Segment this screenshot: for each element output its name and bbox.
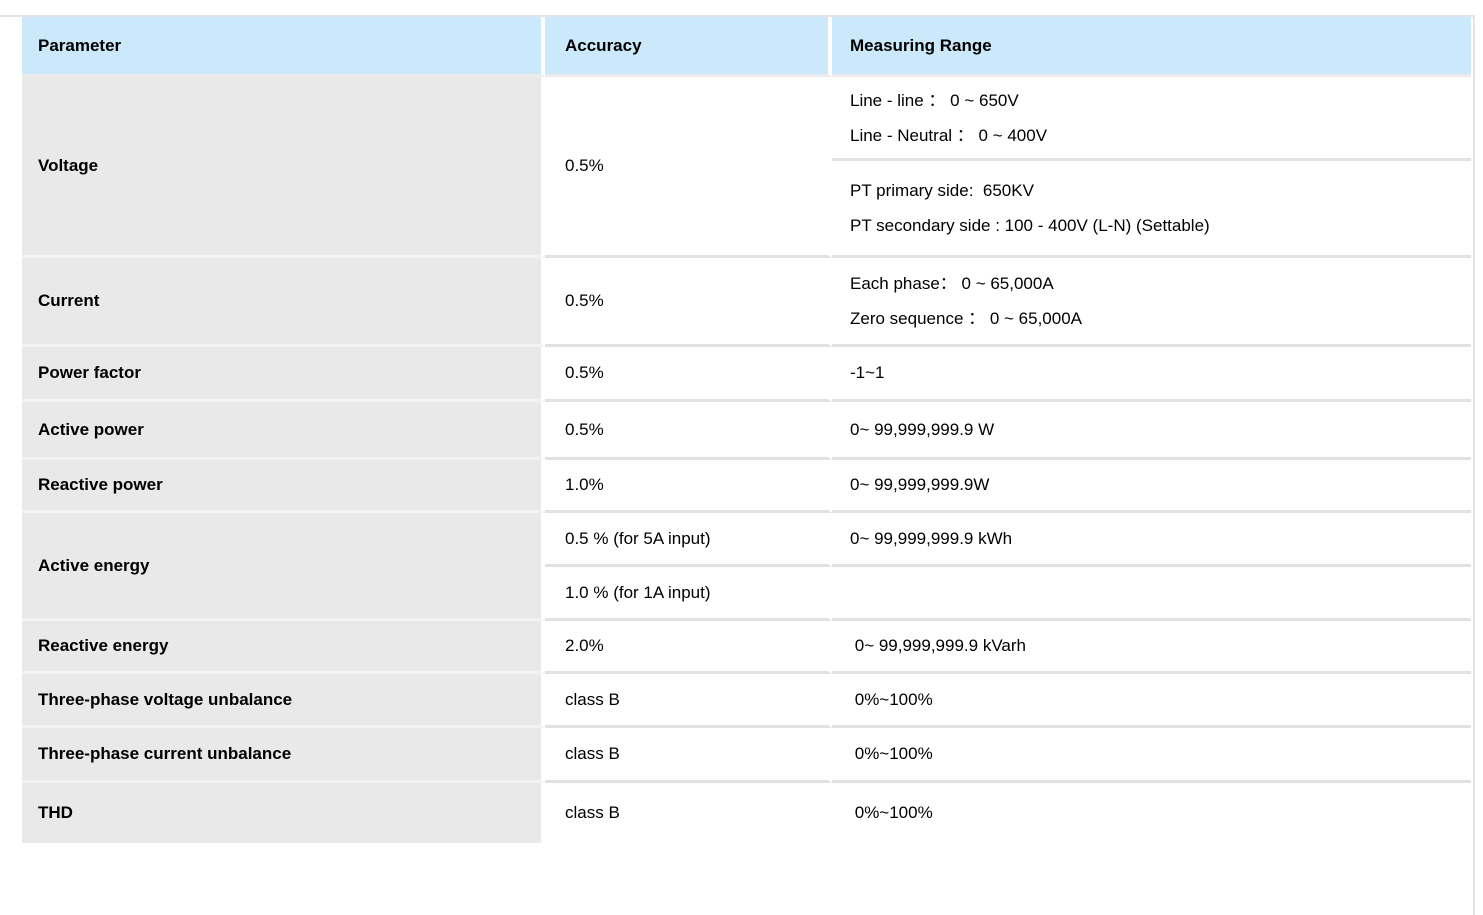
reactive-energy-range-cell: 0~ 99,999,999.9 kVarh	[832, 621, 1471, 674]
reactive-energy-range-value: 0~ 99,999,999.9 kVarh	[850, 636, 1026, 655]
active-energy-accuracy-5a-cell: 0.5 % (for 5A input)	[545, 513, 832, 567]
thd-range-value: 0%~100%	[850, 803, 933, 822]
voltage-range-line-cell: Line - line ： 0 ~ 650V Line - Neutral ： …	[832, 77, 1471, 161]
active-power-range-cell: 0~ 99,999,999.9 W	[832, 402, 1471, 460]
voltage-range-pt-cell: PT primary side: 650KV PT secondary side…	[832, 161, 1471, 258]
reactive-power-parameter-cell: Reactive power	[22, 460, 545, 513]
current-range-cell: Each phase： 0 ~ 65,000A Zero sequence ： …	[832, 258, 1471, 347]
table-header-row: Parameter Accuracy Measuring Range	[22, 17, 1471, 77]
current-accuracy-cell: 0.5%	[545, 258, 832, 347]
row-current: Current 0.5% Each phase： 0 ~ 65,000A Zer…	[22, 258, 1471, 347]
reactive-energy-parameter-cell: Reactive energy	[22, 621, 545, 674]
current-unbalance-accuracy-cell: class B	[545, 728, 832, 783]
row-voltage-unbalance: Three-phase voltage unbalance class B 0%…	[22, 674, 1471, 728]
row-active-energy-5a: Active energy 0.5 % (for 5A input) 0~ 99…	[22, 513, 1471, 621]
row-current-unbalance: Three-phase current unbalance class B 0%…	[22, 728, 1471, 783]
header-accuracy: Accuracy	[545, 17, 832, 77]
header-parameter: Parameter	[22, 17, 545, 77]
active-energy-parameter-cell: Active energy	[22, 513, 545, 621]
row-active-power: Active power 0.5% 0~ 99,999,999.9 W	[22, 402, 1471, 460]
power-factor-range-value: -1~1	[850, 363, 885, 382]
reactive-power-accuracy-cell: 1.0%	[545, 460, 832, 513]
header-measuring-range: Measuring Range	[832, 17, 1471, 77]
voltage-unbalance-accuracy-cell: class B	[545, 674, 832, 728]
row-voltage-line: Voltage 0.5% Line - line ： 0 ~ 650V Line…	[22, 77, 1471, 258]
row-power-factor: Power factor 0.5% -1~1	[22, 347, 1471, 402]
active-power-parameter-cell: Active power	[22, 402, 545, 460]
row-active-energy-1a: 1.0 % (for 1A input)	[22, 567, 1471, 621]
active-energy-range-empty-cell	[832, 567, 1471, 621]
current-unbalance-parameter-cell: Three-phase current unbalance	[22, 728, 545, 783]
row-voltage-pt: PT primary side: 650KV PT secondary side…	[22, 161, 1471, 258]
voltage-accuracy-cell: 0.5%	[545, 77, 832, 258]
active-power-accuracy-cell: 0.5%	[545, 402, 832, 460]
row-reactive-energy: Reactive energy 2.0% 0~ 99,999,999.9 kVa…	[22, 621, 1471, 674]
voltage-unbalance-range-value: 0%~100%	[850, 689, 933, 709]
thd-accuracy-cell: class B	[545, 783, 832, 843]
reactive-power-range-value: 0~ 99,999,999.9W	[850, 475, 990, 494]
active-energy-range-cell: 0~ 99,999,999.9 kWh	[832, 513, 1471, 567]
voltage-unbalance-range-cell: 0%~100%	[832, 674, 1471, 728]
active-power-range-value: 0~ 99,999,999.9 W	[850, 419, 995, 439]
voltage-range-line-neutral: Line - Neutral ： 0 ~ 400V	[850, 125, 1048, 145]
power-factor-parameter-cell: Power factor	[22, 347, 545, 402]
current-unbalance-range-cell: 0%~100%	[832, 728, 1471, 783]
current-unbalance-range-value: 0%~100%	[850, 744, 933, 763]
row-reactive-power: Reactive power 1.0% 0~ 99,999,999.9W	[22, 460, 1471, 513]
active-energy-accuracy-1a-cell: 1.0 % (for 1A input)	[545, 567, 832, 621]
current-parameter-cell: Current	[22, 258, 545, 347]
thd-range-cell: 0%~100%	[832, 783, 1471, 843]
spec-table: Parameter Accuracy Measuring Range Volta…	[22, 17, 1471, 843]
active-energy-range-value: 0~ 99,999,999.9 kWh	[850, 528, 1013, 548]
reactive-energy-accuracy-cell: 2.0%	[545, 621, 832, 674]
voltage-unbalance-parameter-cell: Three-phase voltage unbalance	[22, 674, 545, 728]
current-range-each-phase: Each phase： 0 ~ 65,000A	[850, 274, 1054, 293]
row-thd: THD class B 0%~100%	[22, 783, 1471, 843]
power-factor-range-cell: -1~1	[832, 347, 1471, 402]
power-factor-accuracy-cell: 0.5%	[545, 347, 832, 402]
content-frame: Parameter Accuracy Measuring Range Volta…	[0, 15, 1475, 915]
reactive-power-range-cell: 0~ 99,999,999.9W	[832, 460, 1471, 513]
voltage-range-pt-secondary: PT secondary side : 100 - 400V (L-N) (Se…	[850, 216, 1210, 235]
voltage-parameter-cell: Voltage	[22, 77, 545, 258]
thd-parameter-cell: THD	[22, 783, 545, 843]
voltage-range-pt-primary: PT primary side: 650KV	[850, 181, 1034, 200]
voltage-range-line-line: Line - line ： 0 ~ 650V	[850, 90, 1019, 110]
current-range-zero-sequence: Zero sequence ： 0 ~ 65,000A	[850, 309, 1083, 328]
